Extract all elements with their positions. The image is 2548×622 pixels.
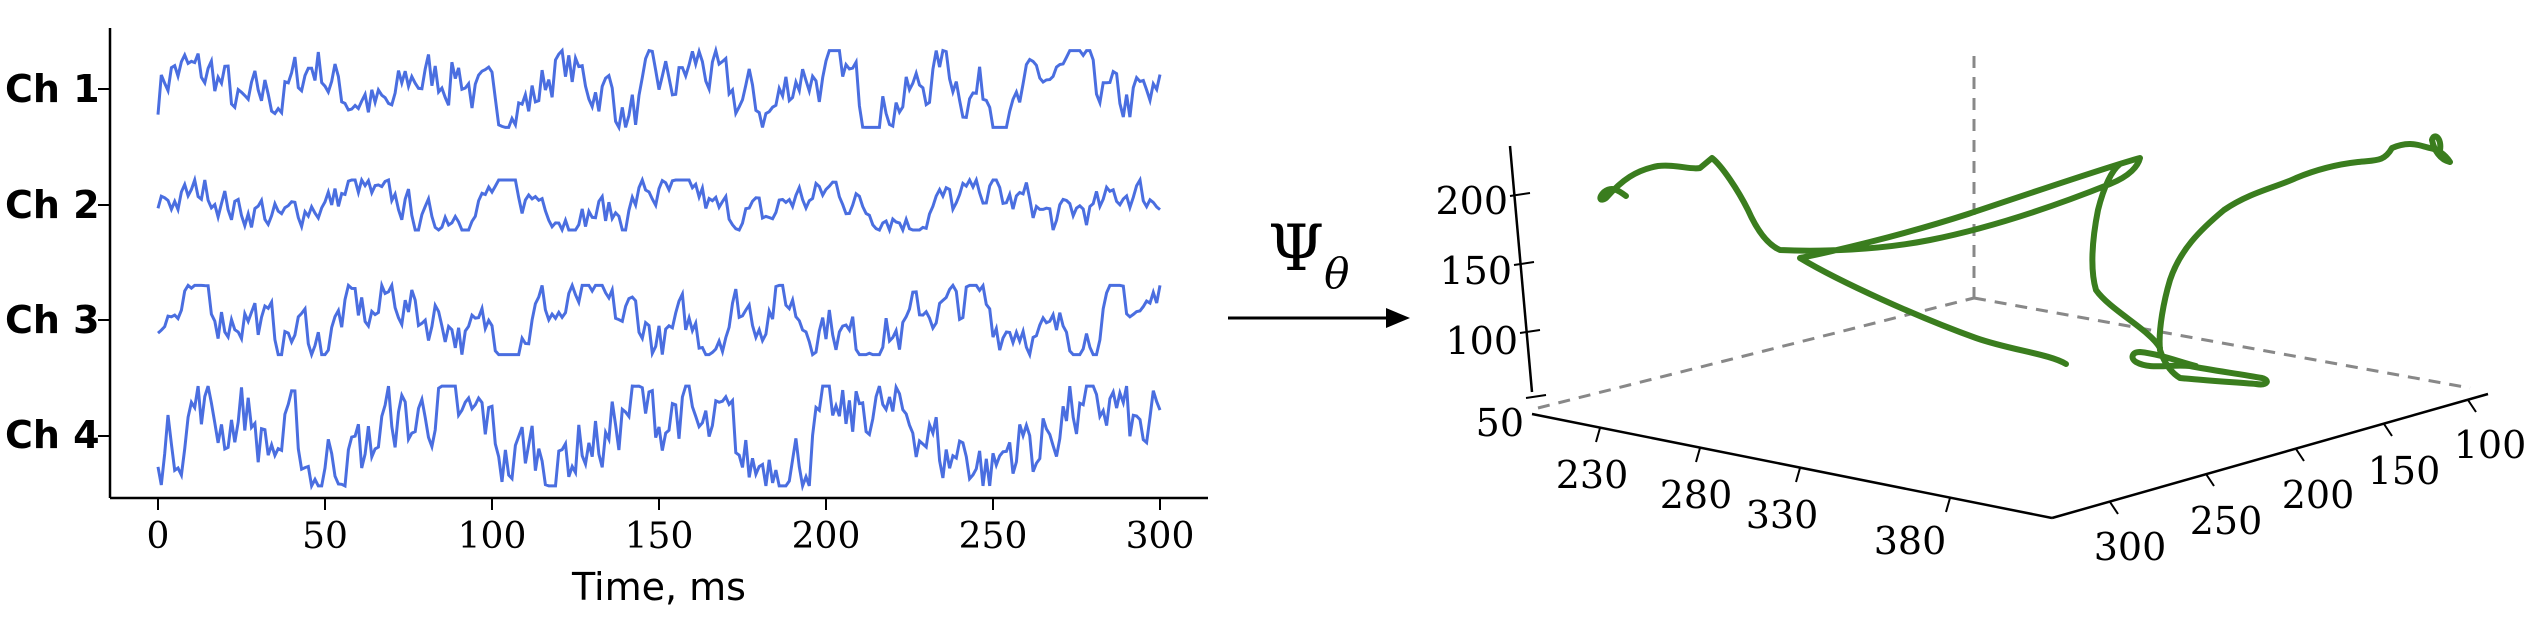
z-tick-label: 150 [1439, 249, 1512, 293]
time-axis-ticks: 0 50 100 150 200 250 300 [147, 498, 1195, 557]
channel-label-3: Ch 3 [5, 298, 100, 342]
x-tick-label: 330 [1746, 493, 1819, 537]
time-tick-label: 0 [147, 516, 170, 557]
channel-label-4: Ch 4 [5, 413, 100, 457]
y-tick-mark [2109, 501, 2119, 515]
y-tick-mark [2467, 399, 2477, 413]
time-tick-label: 300 [1126, 516, 1195, 557]
mapping-arrow-group: Ψθ [1228, 212, 1410, 328]
signal-trace-ch4 [156, 382, 1162, 492]
x-tick-mark [1795, 467, 1801, 483]
psi-subscript: θ [1324, 249, 1349, 298]
y-tick-label: 200 [2282, 473, 2355, 517]
z-axis-line [1508, 145, 1534, 393]
y-tick-mark [2205, 473, 2215, 487]
y-tick-mark [2383, 423, 2393, 437]
time-tick-label: 100 [458, 516, 527, 557]
y-tick-label: 300 [2094, 525, 2167, 569]
x-axis-line [1531, 412, 2053, 520]
z-tick-mark [1525, 394, 1547, 399]
x-tick-mark [1945, 497, 1951, 513]
trajectory-panel: 200 150 100 50 230 280 330 380 100 150 2… [1435, 56, 2526, 569]
z-tick-label: 50 [1476, 401, 1524, 445]
trajectory-curve [1597, 133, 2453, 388]
psi-symbol: Ψθ [1268, 212, 1349, 298]
signal-trace-ch3 [157, 279, 1162, 360]
z-tick-mark [1519, 329, 1541, 334]
x-tick-label: 280 [1660, 473, 1733, 517]
x-tick-mark [1595, 427, 1601, 443]
channel-label-2: Ch 2 [5, 183, 100, 227]
x-tick-mark [1695, 447, 1701, 463]
signal-panel: Ch 1 Ch 2 Ch 3 Ch 4 0 50 100 150 200 250… [5, 28, 1208, 609]
y-tick-mark [2295, 448, 2305, 462]
pane-edge-left-floor [1537, 296, 1975, 410]
mapping-arrow-head [1386, 308, 1410, 328]
y-tick-label: 250 [2190, 499, 2263, 543]
time-tick-label: 150 [625, 516, 694, 557]
z-tick-label: 200 [1435, 179, 1508, 223]
signal-trace-ch1 [156, 44, 1162, 132]
time-tick-label: 250 [959, 516, 1028, 557]
time-axis-label: Time, ms [571, 565, 746, 609]
z-tick-label: 100 [1445, 319, 1518, 363]
y-tick-label: 100 [2454, 423, 2527, 467]
x-tick-label: 230 [1556, 453, 1629, 497]
x-tick-label: 380 [1874, 519, 1947, 563]
channel-label-1: Ch 1 [5, 67, 100, 111]
z-tick-mark [1513, 261, 1535, 266]
y-axis-line [2051, 392, 2489, 520]
z-tick-mark [1509, 192, 1531, 197]
y-tick-label: 150 [2368, 449, 2441, 493]
trajectory-line [1597, 133, 2453, 388]
signal-traces [156, 44, 1162, 492]
time-tick-label: 200 [792, 516, 861, 557]
time-tick-label: 50 [302, 516, 348, 557]
signal-trace-ch2 [156, 174, 1161, 235]
psi-main: Ψ [1268, 212, 1324, 286]
pane-edge-right-floor [1973, 296, 2471, 390]
